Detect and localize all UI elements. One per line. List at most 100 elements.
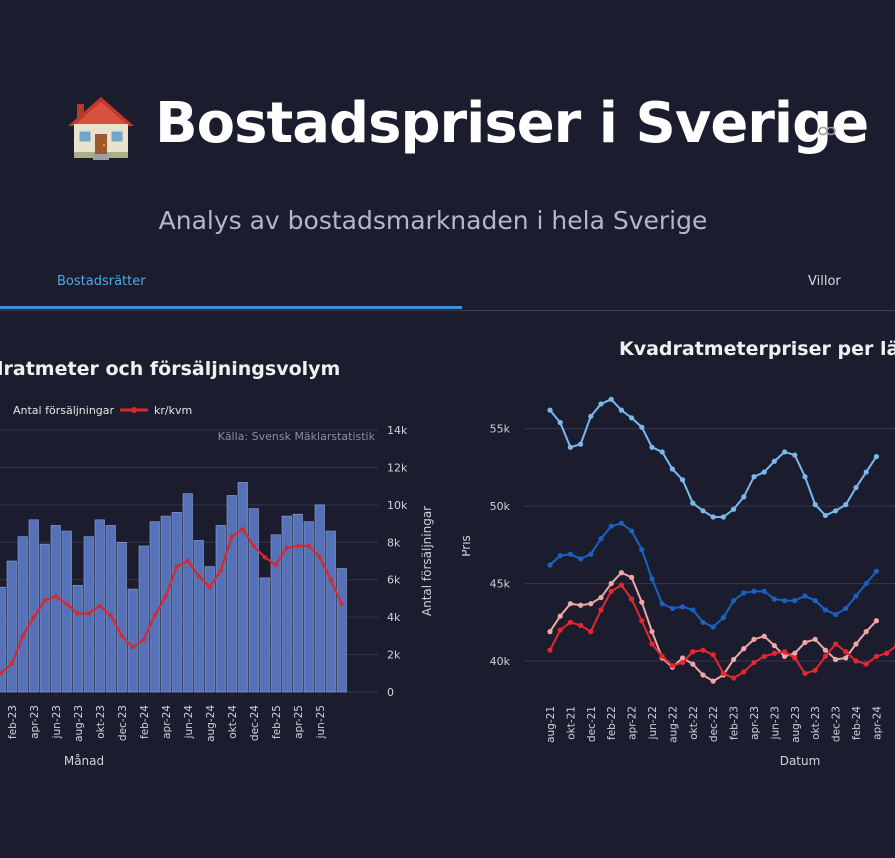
point-series-3 [792, 650, 798, 656]
point-krkvm [130, 644, 135, 650]
legend-label-krkvm: kr/kvm [154, 404, 192, 417]
point-series-2 [812, 598, 818, 604]
point-series-3 [700, 672, 706, 678]
x-tick-label: aug-23 [73, 705, 85, 742]
point-series-4 [720, 670, 726, 677]
point-series-1 [812, 502, 818, 508]
point-series-1 [618, 407, 624, 413]
point-series-3 [843, 655, 849, 661]
point-series-3 [639, 599, 645, 605]
point-krkvm [273, 562, 278, 567]
bar [116, 541, 127, 693]
point-series-4 [608, 588, 614, 594]
bar [171, 512, 182, 693]
point-krkvm [0, 671, 3, 676]
point-series-1 [629, 415, 635, 421]
point-series-3 [557, 613, 563, 619]
point-krkvm [31, 614, 36, 620]
x-tick-label: aug-22 [667, 706, 679, 743]
x-tick-label: jun-23 [51, 705, 63, 739]
point-series-4 [578, 622, 584, 629]
x-tick-label: aug-23 [790, 706, 802, 743]
point-krkvm [53, 594, 58, 599]
point-series-3 [833, 656, 839, 663]
point-series-1 [557, 419, 563, 426]
tab-bar: Bostadsrätter Villor [0, 264, 895, 311]
point-krkvm [86, 611, 91, 616]
point-series-4 [690, 649, 696, 655]
point-series-3 [751, 636, 757, 642]
point-series-2 [598, 536, 604, 542]
point-series-4 [792, 655, 798, 661]
point-series-1 [700, 508, 706, 514]
y-tick-label: 45k [490, 578, 511, 591]
bar [149, 521, 160, 693]
y-tick-label: 8k [387, 536, 401, 549]
point-krkvm [207, 585, 212, 590]
page-subtitle: Analys av bostadsmarknaden i hela Sverig… [158, 206, 708, 235]
point-krkvm [196, 573, 201, 579]
y-tick-label: 4k [387, 611, 401, 624]
legend-marker-krkvm [131, 407, 137, 413]
point-series-1 [680, 477, 686, 483]
bar [248, 508, 259, 693]
point-series-4 [833, 641, 839, 647]
point-series-2 [771, 596, 777, 602]
point-series-4 [700, 647, 706, 653]
point-krkvm [163, 594, 168, 599]
point-series-3 [547, 629, 553, 635]
x-tick-label: apr-23 [749, 706, 761, 740]
point-series-2 [578, 556, 584, 562]
point-series-4 [741, 669, 747, 675]
y-tick-label: 10k [387, 499, 408, 512]
point-series-2 [761, 588, 767, 594]
bar [204, 566, 215, 693]
series-line-1 [549, 398, 878, 518]
anchor-link-icon[interactable] [818, 126, 836, 136]
point-series-3 [710, 678, 716, 684]
point-series-3 [567, 601, 573, 607]
point-series-3 [741, 646, 747, 652]
x-tick-label: jun-25 [315, 705, 327, 739]
point-series-4 [843, 649, 849, 655]
point-series-3 [649, 629, 655, 635]
point-series-3 [812, 636, 818, 642]
bar [215, 525, 226, 693]
y-tick-label: 14k [387, 424, 408, 437]
point-series-2 [751, 588, 757, 594]
point-series-3 [853, 641, 859, 647]
tab-villor[interactable]: Villor [808, 274, 841, 289]
point-series-4 [598, 607, 604, 613]
price-per-location-chart: Kvadratmeterpriser per lägen 40k 45k 50k 55k… [462, 338, 895, 768]
point-series-2 [588, 551, 594, 557]
point-series-1 [822, 512, 828, 519]
bar [105, 525, 116, 693]
point-krkvm [97, 603, 102, 609]
point-series-4 [802, 670, 808, 677]
point-series-3 [771, 642, 777, 649]
x-tick-label: apr-23 [29, 705, 41, 739]
x-tick-label: okt-21 [565, 706, 577, 740]
point-series-4 [812, 667, 818, 673]
x-tick-label: apr-24 [161, 705, 173, 739]
point-series-4 [557, 627, 563, 633]
point-series-1 [761, 469, 767, 475]
point-series-3 [873, 618, 879, 624]
point-series-1 [751, 474, 757, 480]
point-series-2 [639, 546, 645, 553]
point-series-3 [863, 629, 869, 635]
x-axis-title: Månad [64, 754, 104, 768]
point-series-1 [802, 474, 808, 480]
x-tick-label: apr-25 [293, 705, 305, 739]
tab-bostadsratter[interactable]: Bostadsrätter [57, 274, 146, 289]
point-series-3 [578, 602, 584, 608]
point-series-2 [792, 598, 798, 604]
y-tick-label: 12k [387, 461, 408, 474]
point-series-2 [710, 624, 716, 630]
point-series-3 [761, 633, 767, 639]
point-series-3 [680, 655, 686, 661]
x-tick-label: feb-23 [729, 706, 741, 740]
point-series-4 [639, 618, 645, 624]
point-series-1 [608, 396, 614, 402]
x-tick-label: okt-23 [810, 706, 822, 740]
